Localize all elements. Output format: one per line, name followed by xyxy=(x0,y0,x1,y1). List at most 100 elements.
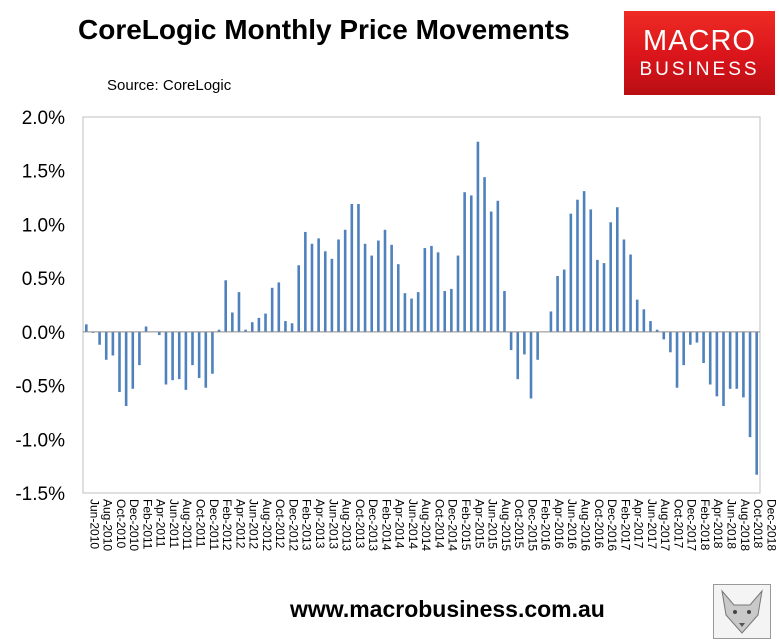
x-tick-label: Aug-2010 xyxy=(101,499,115,551)
bar xyxy=(383,229,387,332)
bar xyxy=(184,331,188,390)
x-tick-label: Feb-2016 xyxy=(539,499,553,551)
x-tick-label: Apr-2012 xyxy=(233,499,247,549)
bar xyxy=(337,239,340,332)
bar xyxy=(204,331,208,388)
macrobusiness-logo: MACRO BUSINESS xyxy=(624,11,775,95)
bar xyxy=(596,259,599,332)
y-tick-label: -1.5% xyxy=(15,484,65,505)
bar xyxy=(416,292,420,332)
bar xyxy=(191,331,194,366)
bar xyxy=(264,313,267,332)
bar xyxy=(742,331,745,398)
x-tick-label: Apr-2015 xyxy=(472,499,486,549)
bar xyxy=(290,323,294,332)
bar xyxy=(476,141,480,332)
x-tick-label: Apr-2013 xyxy=(313,499,327,549)
x-tick-label: Oct-2012 xyxy=(273,499,287,549)
x-tick-label: Apr-2016 xyxy=(552,499,566,549)
bar xyxy=(377,240,380,332)
x-tick-label: Jun-2015 xyxy=(486,499,500,549)
chart-source: Source: CoreLogic xyxy=(107,77,232,94)
bar xyxy=(489,211,493,332)
x-tick-label: Aug-2018 xyxy=(738,499,752,551)
bar xyxy=(317,238,320,332)
bar xyxy=(403,293,407,332)
bar xyxy=(516,331,520,380)
bar xyxy=(144,326,148,332)
bar xyxy=(602,263,606,332)
bar xyxy=(450,288,453,332)
y-tick-label: 1.0% xyxy=(22,215,65,236)
bar xyxy=(250,322,254,332)
bar xyxy=(635,299,639,332)
bar xyxy=(722,331,725,406)
website-url: www.macrobusiness.com.au xyxy=(290,596,605,622)
bar xyxy=(576,199,579,332)
bar xyxy=(158,331,161,336)
x-tick-label: Jun-2018 xyxy=(725,499,739,549)
x-tick-label: Apr-2014 xyxy=(393,499,407,549)
bar xyxy=(217,329,221,332)
fox-mascot-image xyxy=(713,584,771,639)
x-tick-label: Dec-2017 xyxy=(685,499,699,551)
bar xyxy=(244,329,247,332)
x-tick-label: Jun-2010 xyxy=(87,499,101,549)
bar xyxy=(124,331,128,406)
bar xyxy=(343,229,347,332)
bar xyxy=(642,309,646,332)
x-tick-label: Aug-2011 xyxy=(180,499,194,550)
bar xyxy=(423,248,427,332)
bar xyxy=(138,331,141,366)
bar xyxy=(350,204,354,332)
bar xyxy=(556,275,559,332)
x-tick-label: Oct-2013 xyxy=(353,499,367,549)
chart-title: CoreLogic Monthly Price Movements xyxy=(78,14,570,45)
bar xyxy=(483,177,486,332)
logo-line-1: MACRO xyxy=(643,25,756,57)
bar xyxy=(284,321,287,332)
bar xyxy=(662,331,666,340)
bar xyxy=(164,331,168,385)
x-tick-label: Dec-2010 xyxy=(127,499,141,551)
bar xyxy=(529,331,533,399)
bar xyxy=(231,312,234,332)
y-tick-label: 2.0% xyxy=(22,108,65,129)
bar xyxy=(363,243,367,332)
bar xyxy=(496,200,500,332)
bar xyxy=(131,331,135,389)
bar xyxy=(456,255,460,332)
bar xyxy=(609,222,612,332)
x-tick-label: Apr-2011 xyxy=(154,499,168,548)
x-tick-label: Dec-2015 xyxy=(525,499,539,551)
bar xyxy=(104,331,108,360)
bar xyxy=(118,331,121,393)
bar xyxy=(536,331,539,360)
bar xyxy=(549,311,553,332)
x-tick-label: Oct-2018 xyxy=(751,499,765,549)
x-tick-label: Jun-2017 xyxy=(645,499,659,549)
x-tick-label: Dec-2014 xyxy=(446,499,460,551)
x-tick-label: Aug-2013 xyxy=(340,499,354,551)
logo-line-2: BUSINESS xyxy=(639,59,760,80)
bar xyxy=(589,209,593,332)
bar xyxy=(649,321,652,332)
bar xyxy=(430,245,433,332)
x-tick-label: Feb-2013 xyxy=(300,499,314,551)
bar xyxy=(98,331,101,345)
x-tick-label: Oct-2017 xyxy=(671,499,685,549)
x-tick-label: Feb-2017 xyxy=(618,499,632,551)
x-tick-label: Feb-2012 xyxy=(220,499,234,551)
bar xyxy=(655,329,659,332)
bar xyxy=(616,207,619,332)
y-tick-label: -1.0% xyxy=(15,430,65,451)
x-tick-label: Dec-2011 xyxy=(207,499,221,550)
x-tick-label: Apr-2018 xyxy=(711,499,725,549)
bar xyxy=(562,269,566,332)
y-tick-label: 0.5% xyxy=(22,269,65,290)
bar xyxy=(310,243,314,332)
bar xyxy=(695,331,699,343)
bar xyxy=(463,192,466,332)
x-tick-label: Jun-2012 xyxy=(247,499,261,549)
x-tick-label: Oct-2014 xyxy=(432,499,446,549)
